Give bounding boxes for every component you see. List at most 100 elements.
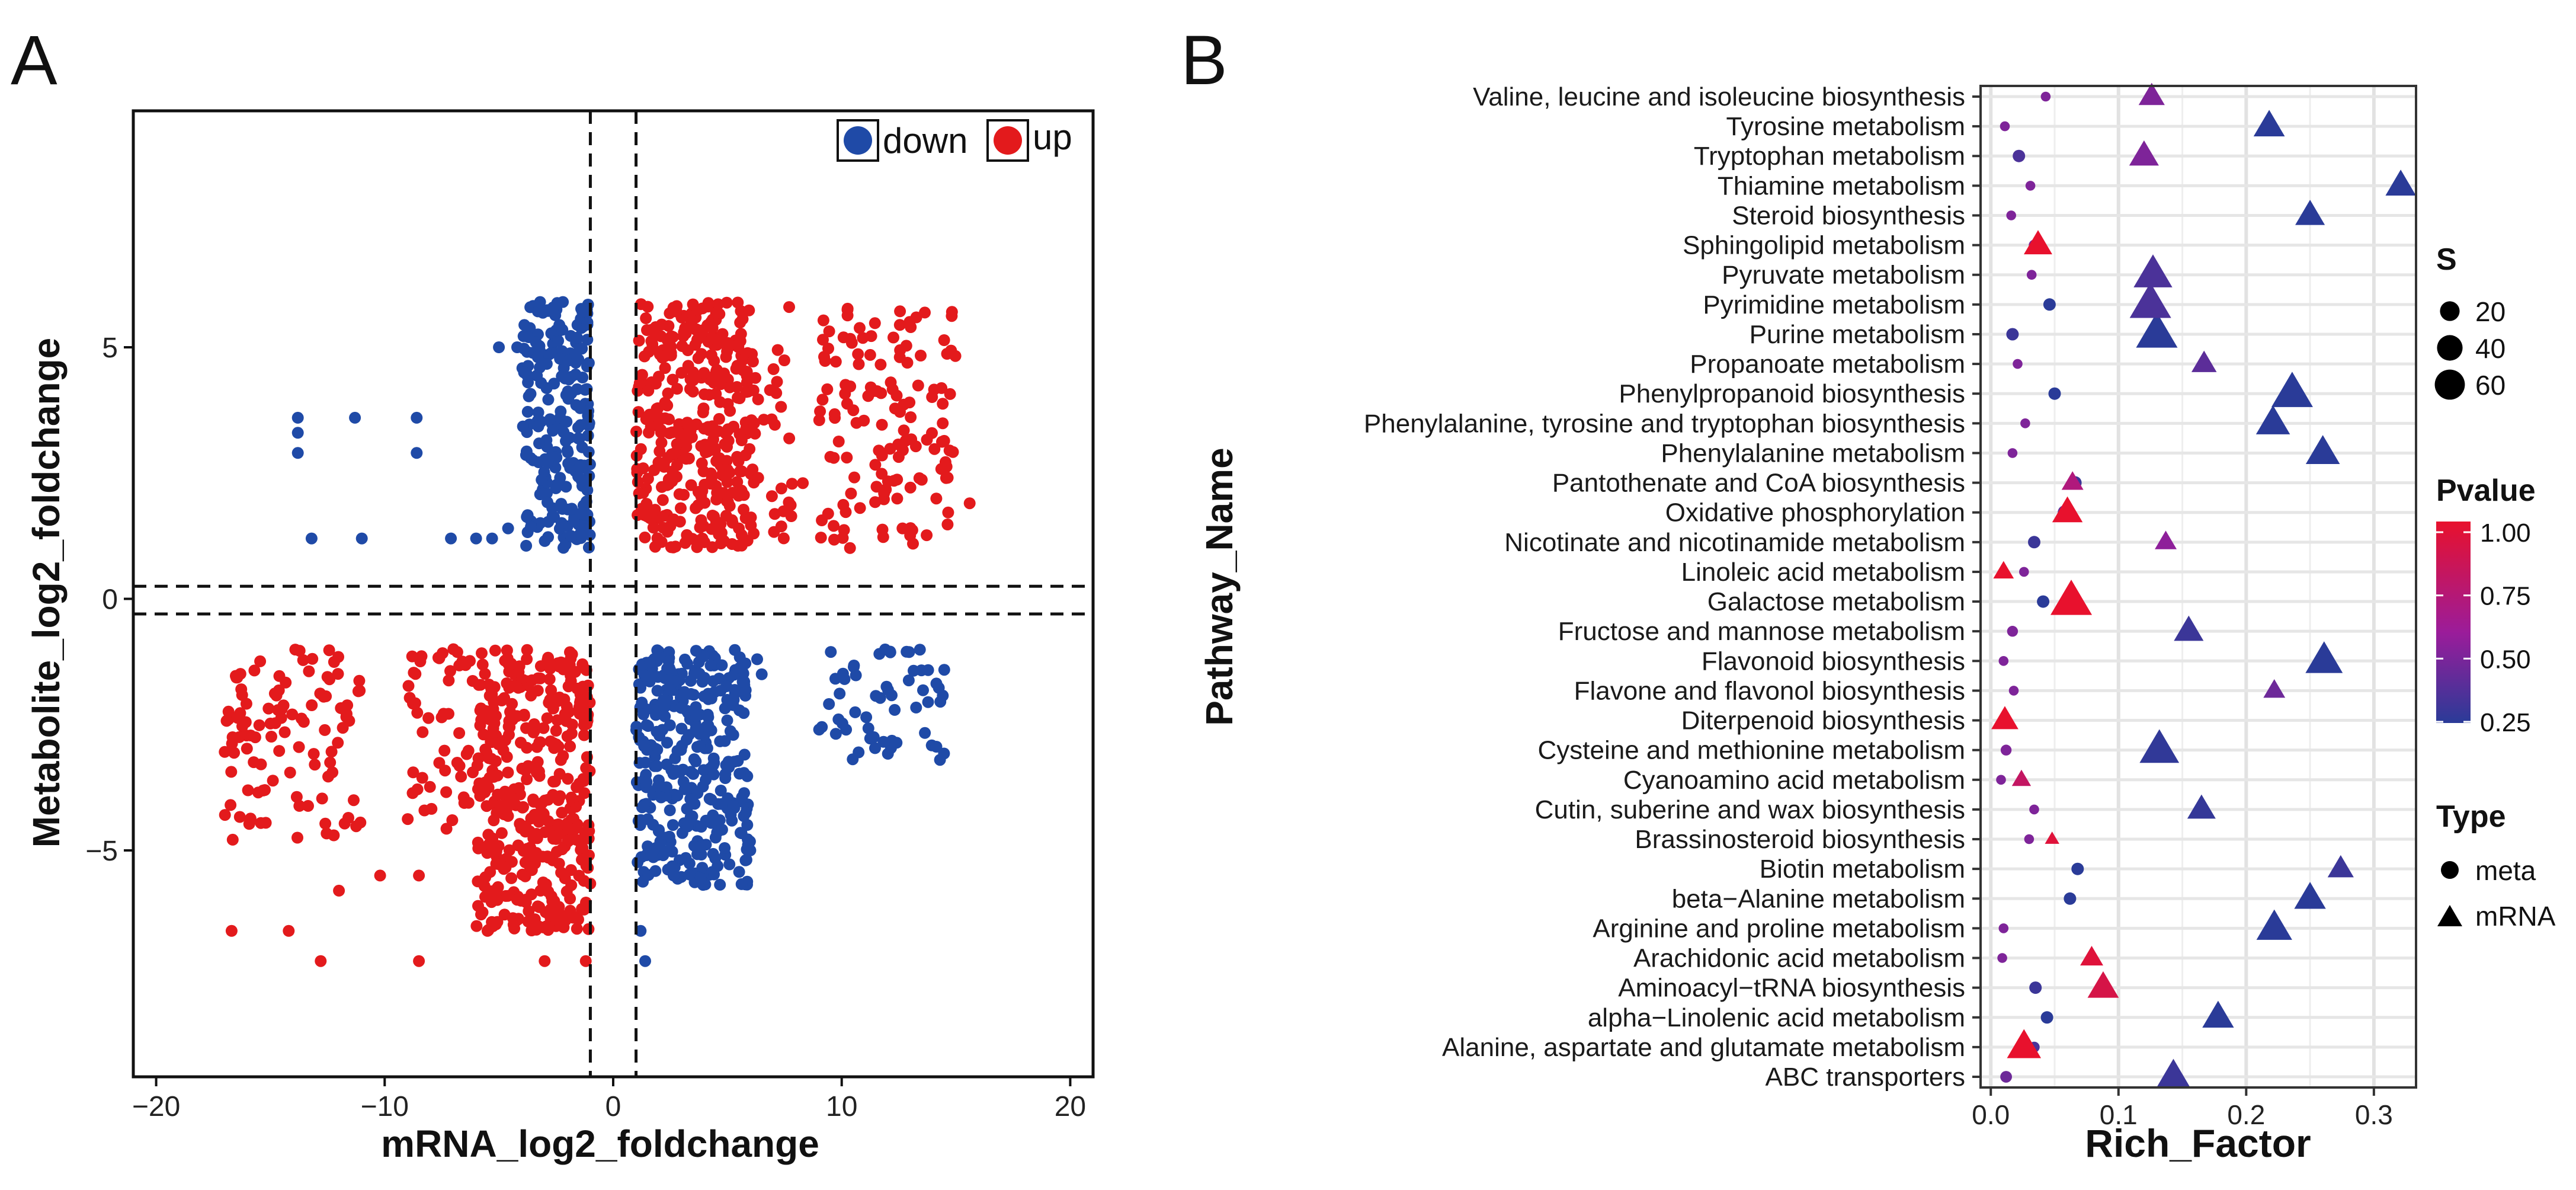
x-tick-label: −20 bbox=[132, 1091, 180, 1122]
legend-up-marker bbox=[994, 126, 1022, 155]
point-up bbox=[912, 379, 924, 392]
shape-legend-meta-marker bbox=[2441, 861, 2459, 879]
point-up bbox=[332, 668, 344, 680]
point-up bbox=[667, 302, 680, 314]
mrna-point bbox=[1993, 561, 2014, 579]
point-up bbox=[576, 658, 589, 670]
point-up bbox=[544, 663, 556, 674]
point-up bbox=[257, 784, 270, 796]
point-up bbox=[537, 876, 549, 888]
shape-legend-mrna-label: mRNA bbox=[2475, 901, 2556, 932]
point-up bbox=[642, 413, 655, 426]
mrna-point bbox=[2202, 1000, 2234, 1028]
point-up bbox=[817, 334, 829, 346]
point-up bbox=[462, 744, 475, 757]
panel-b-plot-background bbox=[1981, 86, 2416, 1087]
point-up bbox=[532, 920, 544, 932]
point-down bbox=[739, 807, 752, 819]
point-up bbox=[302, 799, 314, 812]
point-up bbox=[565, 652, 577, 665]
point-down bbox=[560, 415, 573, 428]
point-down bbox=[729, 687, 741, 699]
point-down bbox=[663, 646, 675, 658]
shape-legend-title: Type bbox=[2436, 799, 2506, 834]
pathway-label: Pantothenate and CoA biosynthesis bbox=[1552, 469, 1965, 498]
point-down bbox=[649, 709, 662, 721]
point-up bbox=[479, 871, 492, 884]
pathway-label: Propanoate metabolism bbox=[1690, 350, 1965, 379]
point-up bbox=[874, 359, 887, 371]
meta-point bbox=[2026, 270, 2037, 280]
point-down bbox=[576, 305, 588, 318]
point-down bbox=[874, 692, 886, 704]
point-up bbox=[530, 847, 543, 859]
point-down bbox=[537, 306, 549, 319]
point-up bbox=[695, 514, 707, 526]
point-up bbox=[848, 471, 860, 484]
point-up bbox=[642, 472, 654, 485]
point-down bbox=[683, 858, 696, 870]
point-down bbox=[532, 407, 544, 418]
y-tick-label: 5 bbox=[102, 332, 118, 364]
point-down bbox=[707, 809, 719, 821]
point-up bbox=[518, 709, 530, 722]
point-up bbox=[493, 737, 505, 749]
pathway-label: Steroid biosynthesis bbox=[1732, 201, 1965, 230]
point-up bbox=[572, 683, 584, 695]
point-down bbox=[707, 675, 719, 687]
point-up bbox=[656, 494, 669, 506]
colorbar-tick-label: 0.25 bbox=[2480, 708, 2531, 737]
point-up bbox=[722, 495, 734, 508]
point-down bbox=[664, 719, 676, 731]
point-down bbox=[571, 331, 583, 344]
point-up bbox=[869, 459, 882, 471]
point-down bbox=[879, 643, 891, 655]
point-down bbox=[832, 713, 845, 725]
point-up bbox=[732, 539, 744, 552]
point-down bbox=[560, 389, 572, 401]
point-down bbox=[565, 530, 577, 542]
point-up bbox=[413, 869, 425, 882]
point-up bbox=[777, 532, 790, 545]
point-up bbox=[921, 529, 933, 542]
point-up bbox=[748, 417, 760, 429]
point-up bbox=[466, 675, 479, 687]
point-down bbox=[542, 516, 555, 528]
point-down bbox=[867, 731, 880, 743]
mrna-point bbox=[2080, 945, 2103, 966]
point-down bbox=[683, 729, 695, 741]
point-up bbox=[316, 792, 328, 805]
point-down bbox=[575, 507, 587, 520]
pathway-label: Tyrosine metabolism bbox=[1726, 112, 1965, 141]
point-down bbox=[542, 496, 553, 508]
point-up bbox=[937, 398, 949, 410]
pathway-label: Arachidonic acid metabolism bbox=[1633, 944, 1965, 973]
point-up bbox=[706, 510, 719, 522]
point-down bbox=[700, 720, 713, 732]
point-down bbox=[571, 383, 584, 395]
point-up bbox=[828, 520, 840, 532]
point-down bbox=[687, 768, 700, 780]
point-down bbox=[714, 878, 726, 891]
point-up bbox=[814, 405, 826, 418]
point-up bbox=[490, 858, 502, 870]
point-up bbox=[550, 846, 563, 858]
point-up bbox=[222, 705, 235, 718]
point-up bbox=[455, 770, 467, 783]
point-up bbox=[715, 538, 727, 549]
point-up bbox=[523, 905, 535, 917]
point-up bbox=[778, 354, 790, 366]
mrna-point bbox=[2255, 405, 2290, 434]
point-up bbox=[893, 319, 906, 331]
point-up bbox=[479, 668, 491, 680]
point-up bbox=[940, 460, 953, 473]
point-down bbox=[305, 532, 318, 545]
meta-point bbox=[2020, 418, 2030, 428]
point-up bbox=[521, 653, 533, 666]
point-up bbox=[512, 782, 525, 794]
point-up bbox=[526, 674, 538, 686]
point-up bbox=[783, 496, 795, 508]
point-down bbox=[930, 741, 943, 753]
point-down bbox=[733, 651, 746, 664]
point-up bbox=[440, 823, 453, 835]
